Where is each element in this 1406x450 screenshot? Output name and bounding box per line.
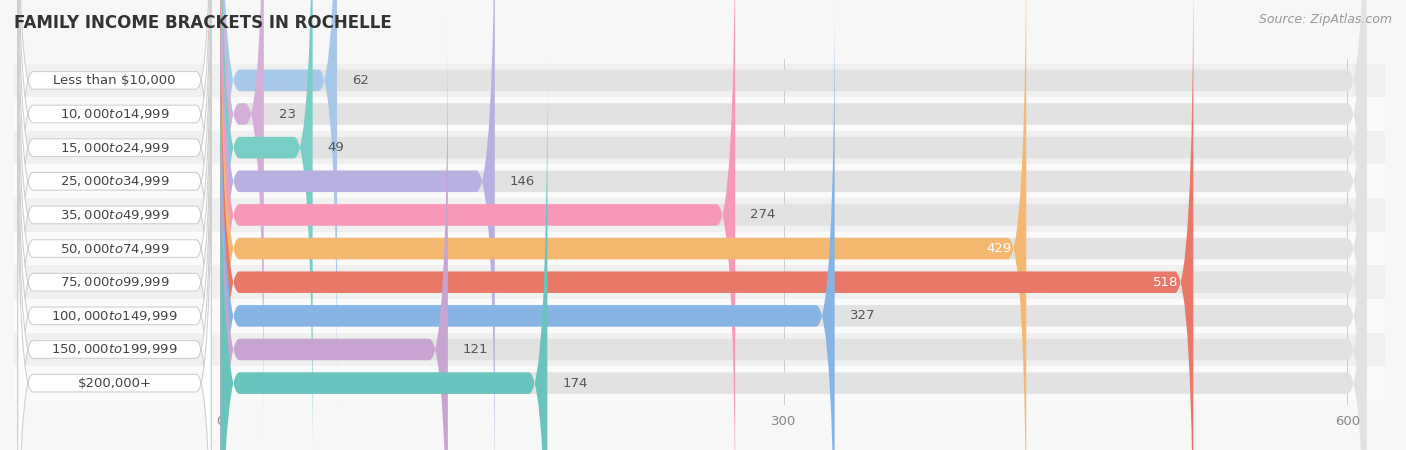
Text: 23: 23 xyxy=(278,108,295,121)
Text: FAMILY INCOME BRACKETS IN ROCHELLE: FAMILY INCOME BRACKETS IN ROCHELLE xyxy=(14,14,392,32)
Text: 121: 121 xyxy=(463,343,488,356)
FancyBboxPatch shape xyxy=(14,366,1385,400)
FancyBboxPatch shape xyxy=(18,0,211,341)
Text: $10,000 to $14,999: $10,000 to $14,999 xyxy=(59,107,169,121)
Text: 62: 62 xyxy=(352,74,368,87)
FancyBboxPatch shape xyxy=(221,58,1367,450)
FancyBboxPatch shape xyxy=(14,63,1385,97)
FancyBboxPatch shape xyxy=(221,0,1367,450)
FancyBboxPatch shape xyxy=(18,0,211,374)
FancyBboxPatch shape xyxy=(18,0,211,450)
FancyBboxPatch shape xyxy=(221,58,547,450)
FancyBboxPatch shape xyxy=(18,0,211,450)
FancyBboxPatch shape xyxy=(221,0,1367,450)
FancyBboxPatch shape xyxy=(221,0,1367,450)
FancyBboxPatch shape xyxy=(221,24,449,450)
FancyBboxPatch shape xyxy=(14,164,1385,198)
Text: Less than $10,000: Less than $10,000 xyxy=(53,74,176,87)
FancyBboxPatch shape xyxy=(221,0,1367,450)
FancyBboxPatch shape xyxy=(221,0,735,450)
FancyBboxPatch shape xyxy=(221,0,495,450)
FancyBboxPatch shape xyxy=(221,0,337,406)
FancyBboxPatch shape xyxy=(221,0,1367,450)
FancyBboxPatch shape xyxy=(18,89,211,450)
Text: $35,000 to $49,999: $35,000 to $49,999 xyxy=(59,208,169,222)
FancyBboxPatch shape xyxy=(14,232,1385,266)
Text: 49: 49 xyxy=(328,141,344,154)
FancyBboxPatch shape xyxy=(221,0,835,450)
FancyBboxPatch shape xyxy=(14,131,1385,164)
Text: 429: 429 xyxy=(986,242,1011,255)
Text: $100,000 to $149,999: $100,000 to $149,999 xyxy=(51,309,177,323)
FancyBboxPatch shape xyxy=(18,0,211,408)
FancyBboxPatch shape xyxy=(18,123,211,450)
Text: $150,000 to $199,999: $150,000 to $199,999 xyxy=(51,342,177,356)
Text: $75,000 to $99,999: $75,000 to $99,999 xyxy=(59,275,169,289)
Text: $15,000 to $24,999: $15,000 to $24,999 xyxy=(59,141,169,155)
Text: 174: 174 xyxy=(562,377,588,390)
FancyBboxPatch shape xyxy=(18,0,211,441)
FancyBboxPatch shape xyxy=(14,333,1385,366)
FancyBboxPatch shape xyxy=(14,97,1385,131)
FancyBboxPatch shape xyxy=(221,0,1194,450)
Text: $25,000 to $34,999: $25,000 to $34,999 xyxy=(59,174,169,188)
FancyBboxPatch shape xyxy=(221,0,1367,450)
FancyBboxPatch shape xyxy=(14,266,1385,299)
FancyBboxPatch shape xyxy=(221,0,1026,450)
FancyBboxPatch shape xyxy=(221,0,1367,440)
Text: $50,000 to $74,999: $50,000 to $74,999 xyxy=(59,242,169,256)
Text: 274: 274 xyxy=(751,208,776,221)
Text: $200,000+: $200,000+ xyxy=(77,377,152,390)
FancyBboxPatch shape xyxy=(221,0,1367,406)
FancyBboxPatch shape xyxy=(221,0,264,440)
FancyBboxPatch shape xyxy=(18,22,211,450)
FancyBboxPatch shape xyxy=(221,24,1367,450)
FancyBboxPatch shape xyxy=(221,0,312,450)
FancyBboxPatch shape xyxy=(14,299,1385,333)
FancyBboxPatch shape xyxy=(14,198,1385,232)
Text: 146: 146 xyxy=(510,175,536,188)
Text: 518: 518 xyxy=(1153,276,1178,289)
FancyBboxPatch shape xyxy=(18,55,211,450)
Text: Source: ZipAtlas.com: Source: ZipAtlas.com xyxy=(1258,14,1392,27)
Text: 327: 327 xyxy=(849,309,875,322)
